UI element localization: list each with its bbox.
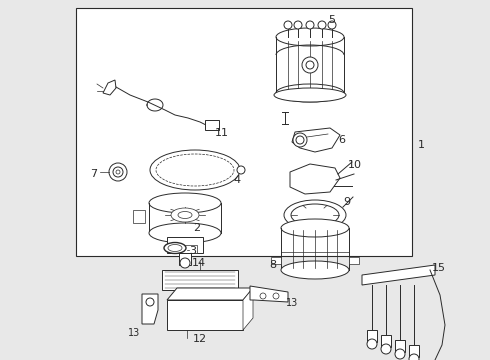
Ellipse shape	[274, 88, 346, 102]
Ellipse shape	[284, 200, 346, 230]
Polygon shape	[142, 294, 158, 324]
Ellipse shape	[171, 208, 199, 222]
Circle shape	[296, 136, 304, 144]
Circle shape	[367, 339, 377, 349]
Circle shape	[409, 354, 419, 360]
Text: 13: 13	[286, 298, 298, 308]
Circle shape	[381, 344, 391, 354]
Circle shape	[328, 21, 336, 29]
Text: 2: 2	[193, 223, 200, 233]
Circle shape	[306, 21, 314, 29]
Bar	[409, 345, 419, 357]
Ellipse shape	[149, 223, 221, 243]
Polygon shape	[133, 210, 145, 223]
Text: 1: 1	[418, 140, 425, 150]
Ellipse shape	[178, 212, 192, 219]
Polygon shape	[243, 288, 253, 330]
Text: 9: 9	[343, 197, 350, 207]
Circle shape	[306, 61, 314, 69]
Text: 10: 10	[348, 160, 362, 170]
Text: 3: 3	[189, 246, 196, 256]
Circle shape	[180, 258, 190, 268]
Text: 6: 6	[338, 135, 345, 145]
Ellipse shape	[156, 154, 234, 186]
Text: 5: 5	[328, 15, 335, 25]
Circle shape	[293, 133, 307, 147]
Ellipse shape	[291, 204, 339, 226]
Ellipse shape	[276, 28, 344, 46]
Circle shape	[318, 21, 326, 29]
Ellipse shape	[150, 150, 240, 190]
Polygon shape	[290, 164, 340, 194]
Text: 12: 12	[193, 334, 207, 344]
Ellipse shape	[281, 261, 349, 279]
Bar	[179, 253, 191, 265]
Circle shape	[237, 166, 245, 174]
Text: 7: 7	[90, 169, 97, 179]
Circle shape	[395, 349, 405, 359]
Circle shape	[294, 21, 302, 29]
Circle shape	[302, 57, 318, 73]
Polygon shape	[167, 288, 253, 300]
Circle shape	[284, 21, 292, 29]
Ellipse shape	[149, 193, 221, 213]
Text: 14: 14	[192, 258, 206, 268]
Bar	[76, 8, 412, 256]
Polygon shape	[250, 286, 288, 302]
Bar	[205, 120, 219, 130]
Text: 13: 13	[128, 328, 140, 338]
Polygon shape	[362, 265, 435, 285]
Polygon shape	[103, 80, 116, 95]
Circle shape	[273, 293, 279, 299]
Text: 8: 8	[269, 260, 276, 270]
Polygon shape	[271, 257, 281, 264]
Bar	[167, 237, 203, 253]
Circle shape	[146, 298, 154, 306]
Ellipse shape	[164, 243, 186, 253]
Polygon shape	[349, 257, 359, 264]
Ellipse shape	[281, 219, 349, 237]
Ellipse shape	[276, 84, 344, 102]
Circle shape	[113, 167, 123, 177]
Text: 15: 15	[432, 263, 446, 273]
Circle shape	[109, 163, 127, 181]
Bar	[367, 330, 377, 342]
Circle shape	[116, 170, 120, 174]
Bar	[395, 340, 405, 352]
Bar	[167, 300, 243, 330]
Bar	[162, 270, 238, 290]
Circle shape	[260, 293, 266, 299]
Text: 4: 4	[233, 175, 240, 185]
Bar	[381, 335, 391, 347]
Bar	[173, 245, 197, 253]
Polygon shape	[292, 128, 340, 152]
Ellipse shape	[168, 244, 182, 252]
Text: 11: 11	[215, 128, 229, 138]
